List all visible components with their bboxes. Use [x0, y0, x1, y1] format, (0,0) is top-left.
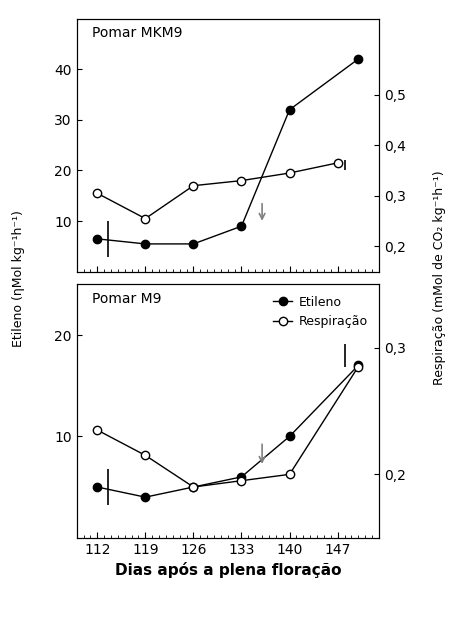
Text: Pomar MKM9: Pomar MKM9: [92, 26, 182, 40]
Legend: Etileno, Respiração: Etileno, Respiração: [268, 290, 373, 333]
X-axis label: Dias após a plena floração: Dias após a plena floração: [115, 562, 341, 578]
Text: Etileno (ηMol kg⁻¹h⁻¹): Etileno (ηMol kg⁻¹h⁻¹): [12, 210, 24, 347]
Text: Pomar M9: Pomar M9: [92, 292, 161, 306]
Text: Respiração (mMol de CO₂ kg⁻¹h⁻¹): Respiração (mMol de CO₂ kg⁻¹h⁻¹): [433, 171, 446, 386]
